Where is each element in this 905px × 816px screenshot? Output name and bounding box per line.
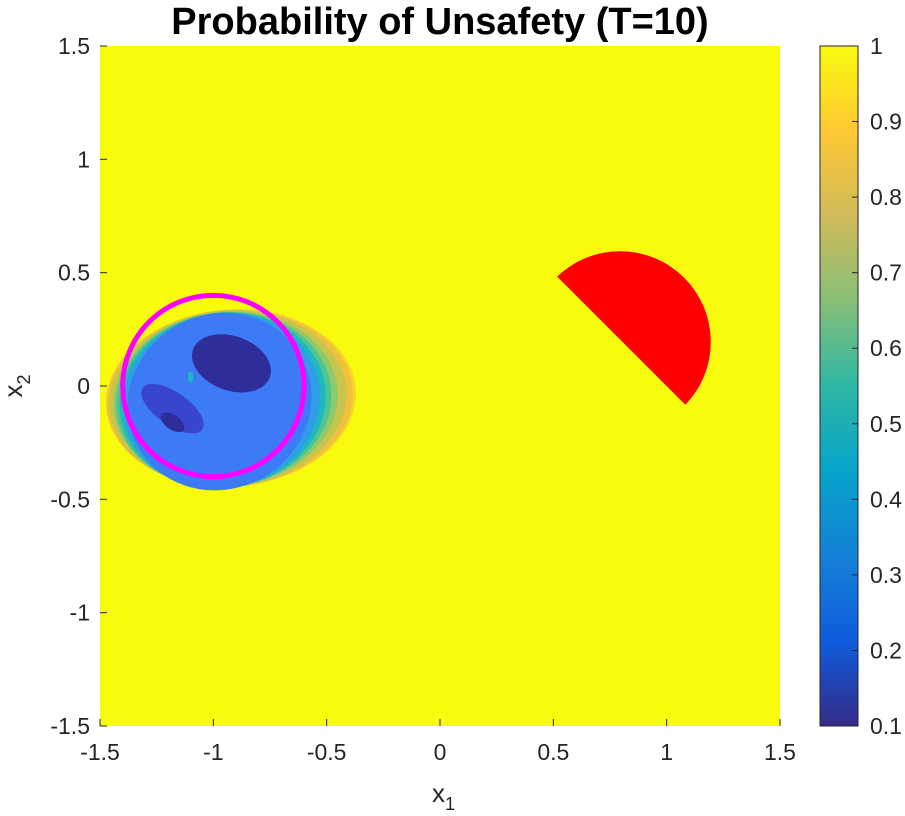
- y-axis-label: x2: [0, 374, 34, 397]
- colorbar-tick-label: 0.6: [870, 335, 902, 361]
- x-tick-label: -1: [203, 739, 223, 765]
- y-axis-label-text: x: [0, 385, 28, 398]
- x-tick-label: 0.5: [537, 739, 569, 765]
- x-axis-label-subscript: 1: [445, 794, 455, 814]
- contour-spot: [187, 371, 194, 383]
- colorbar-tick-label: 1: [870, 33, 883, 59]
- y-tick-label: 1: [77, 146, 90, 172]
- colorbar-tick-label: 0.9: [870, 109, 902, 135]
- y-axis-label-subscript: 2: [14, 374, 34, 384]
- y-tick-label: -1: [70, 600, 90, 626]
- colorbar-tick-label: 0.2: [870, 637, 902, 663]
- y-tick-label: -0.5: [50, 486, 90, 512]
- colorbar-tick-label: 0.4: [870, 486, 902, 512]
- x-axis-label: x1: [432, 778, 455, 814]
- x-tick-label: 1: [660, 739, 673, 765]
- y-axis-ticks: -1.5 -1 -0.5 0 0.5 1 1.5: [50, 33, 107, 739]
- colorbar: [819, 45, 859, 727]
- safe-region-boundary: [120, 292, 307, 480]
- x-axis-ticks: -1.5 -1 -0.5 0 0.5 1 1.5: [80, 719, 796, 765]
- y-tick-label: 0.5: [58, 260, 90, 286]
- colorbar-tick-label: 0.3: [870, 562, 902, 588]
- colorbar-tick-label: 0.8: [870, 184, 902, 210]
- contour-pocket-lower-core: [160, 412, 185, 433]
- y-tick-label: 0: [77, 373, 90, 399]
- chart-title: Probability of Unsafety (T=10): [171, 1, 708, 43]
- y-tick-label: -1.5: [50, 713, 90, 739]
- colorbar-tick-label: 0.7: [870, 260, 902, 286]
- x-tick-label: -1.5: [80, 739, 120, 765]
- y-tick-label: 1.5: [58, 33, 90, 59]
- x-tick-label: 1.5: [764, 739, 796, 765]
- colorbar-ticks: 0.1 0.2 0.3 0.4 0.5 0.6 0.7 0.8 0.9 1: [852, 33, 902, 739]
- x-tick-label: 0: [434, 739, 447, 765]
- colorbar-tick-label: 0.1: [870, 713, 902, 739]
- contour-pocket-upper: [192, 334, 271, 393]
- x-axis-label-text: x: [432, 778, 445, 808]
- x-tick-label: -0.5: [307, 739, 347, 765]
- unsafe-region: [557, 251, 711, 405]
- contour-pocket-lower: [141, 383, 204, 434]
- colorbar-tick-label: 0.5: [870, 411, 902, 437]
- probability-contours: [105, 309, 356, 491]
